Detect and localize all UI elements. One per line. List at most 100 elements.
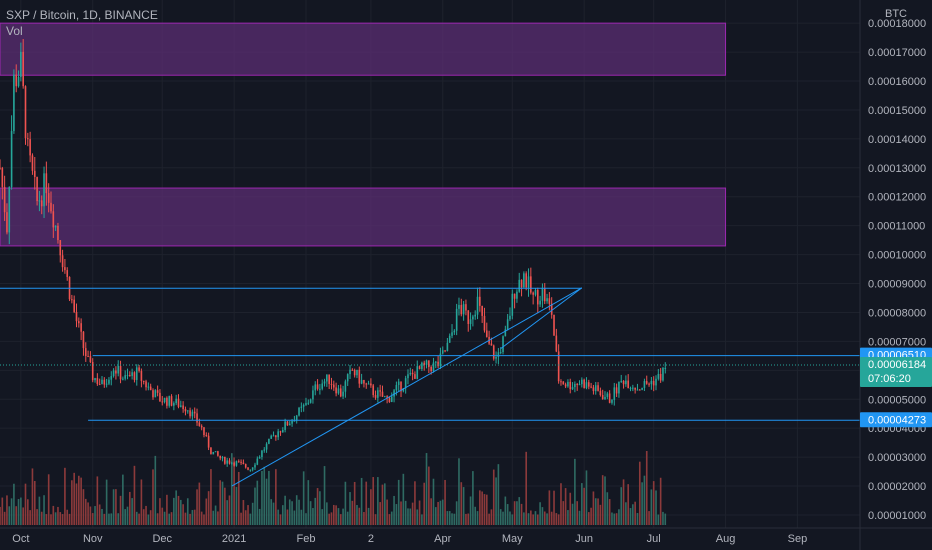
candle-body <box>268 438 270 444</box>
candle-body <box>152 390 154 398</box>
candle-body <box>557 351 560 382</box>
candle-down <box>145 379 147 391</box>
candle-up <box>446 337 449 352</box>
candle-body <box>300 406 303 408</box>
volume-bar-up <box>122 474 124 525</box>
candle-body <box>61 255 64 268</box>
candle-body <box>302 404 305 407</box>
volume-bar-up <box>226 500 228 525</box>
candle-up <box>604 391 606 400</box>
volume-bar-up <box>251 502 254 525</box>
candle-body <box>170 396 173 406</box>
candle-down <box>372 383 375 398</box>
volume-bar-down <box>428 466 430 525</box>
volume-bar-up <box>323 466 326 525</box>
candle-body <box>217 451 219 456</box>
volume-bar-down <box>358 507 361 525</box>
volume-bar-down <box>142 509 145 525</box>
candle-up <box>277 428 279 441</box>
volume-bar-up <box>527 513 530 525</box>
candle-down <box>638 388 641 391</box>
candle-body <box>277 431 279 438</box>
candle-body <box>159 392 161 402</box>
candle-down <box>64 258 66 274</box>
volume-bar-up <box>8 506 11 525</box>
volume-bar-down <box>161 507 164 525</box>
candle-up <box>511 289 514 320</box>
candle-body <box>184 409 187 412</box>
volume-bar-up <box>462 487 465 525</box>
volume-bar-up <box>43 495 45 525</box>
volume-bar-down <box>247 505 249 525</box>
volume-bar-up <box>383 483 386 525</box>
candle-body <box>291 420 293 424</box>
candle-body <box>286 421 289 426</box>
candle-body <box>562 381 565 385</box>
volume-bar-down <box>182 504 184 525</box>
candle-up <box>655 375 657 391</box>
candle-body <box>393 390 395 397</box>
x-tick-label: 2 <box>368 533 374 545</box>
candle-body <box>439 353 442 367</box>
candle-body <box>91 362 94 381</box>
candle-down <box>353 368 356 378</box>
candle-up <box>462 300 465 321</box>
candle-up <box>546 293 548 304</box>
candle-body <box>270 435 273 439</box>
volume-bar-up <box>163 511 166 525</box>
candle-down <box>184 406 187 416</box>
volume-bar-up <box>504 496 507 525</box>
volume-bar-up <box>344 481 347 525</box>
candle-up <box>506 313 509 331</box>
candle-body <box>142 380 145 382</box>
candle-down <box>525 271 528 291</box>
volume-bar-down <box>149 510 152 525</box>
candle-up <box>502 335 504 355</box>
volume-bar-down <box>465 513 467 525</box>
candle-body <box>481 305 483 316</box>
candle-body <box>54 225 57 228</box>
candle-body <box>145 381 147 388</box>
volume-bar-down <box>351 500 354 525</box>
volume-bar-down <box>388 514 391 525</box>
candle-down <box>599 387 602 397</box>
candle-body <box>485 330 488 337</box>
candle-down <box>590 382 592 389</box>
candle-down <box>622 380 625 389</box>
candle-up <box>421 361 423 372</box>
candle-down <box>597 382 599 392</box>
candle-down <box>73 295 75 314</box>
volume-bar-down <box>587 512 590 525</box>
volume-bar-up <box>261 470 263 525</box>
candle-body <box>349 369 351 375</box>
volume-bar-up <box>293 510 296 525</box>
volume-bar-down <box>15 506 18 525</box>
candle-up <box>13 69 15 134</box>
candle-down <box>103 377 106 388</box>
volume-bar-up <box>309 501 312 525</box>
candle-down <box>411 369 414 381</box>
volume-bar-down <box>103 513 106 525</box>
candle-body <box>530 276 532 293</box>
candle-down <box>75 303 78 328</box>
candle-down <box>492 344 495 361</box>
volume-bar-down <box>488 513 490 525</box>
volume-bar-down <box>1 497 4 525</box>
candle-up <box>249 469 252 472</box>
volume-bar-down <box>332 504 335 525</box>
candle-down <box>244 463 247 469</box>
candle-body <box>469 319 472 324</box>
candle-down <box>203 426 205 438</box>
volume-bar-down <box>601 475 604 525</box>
volume-bar-down <box>170 512 173 525</box>
candle-body <box>437 361 439 367</box>
candle-body <box>379 390 381 392</box>
candle-body <box>59 240 62 256</box>
volume-bar-up <box>655 490 657 525</box>
volume-bar-up <box>404 500 407 525</box>
candle-up <box>302 403 305 412</box>
candle-down <box>332 380 335 391</box>
volume-bar-up <box>534 511 537 525</box>
